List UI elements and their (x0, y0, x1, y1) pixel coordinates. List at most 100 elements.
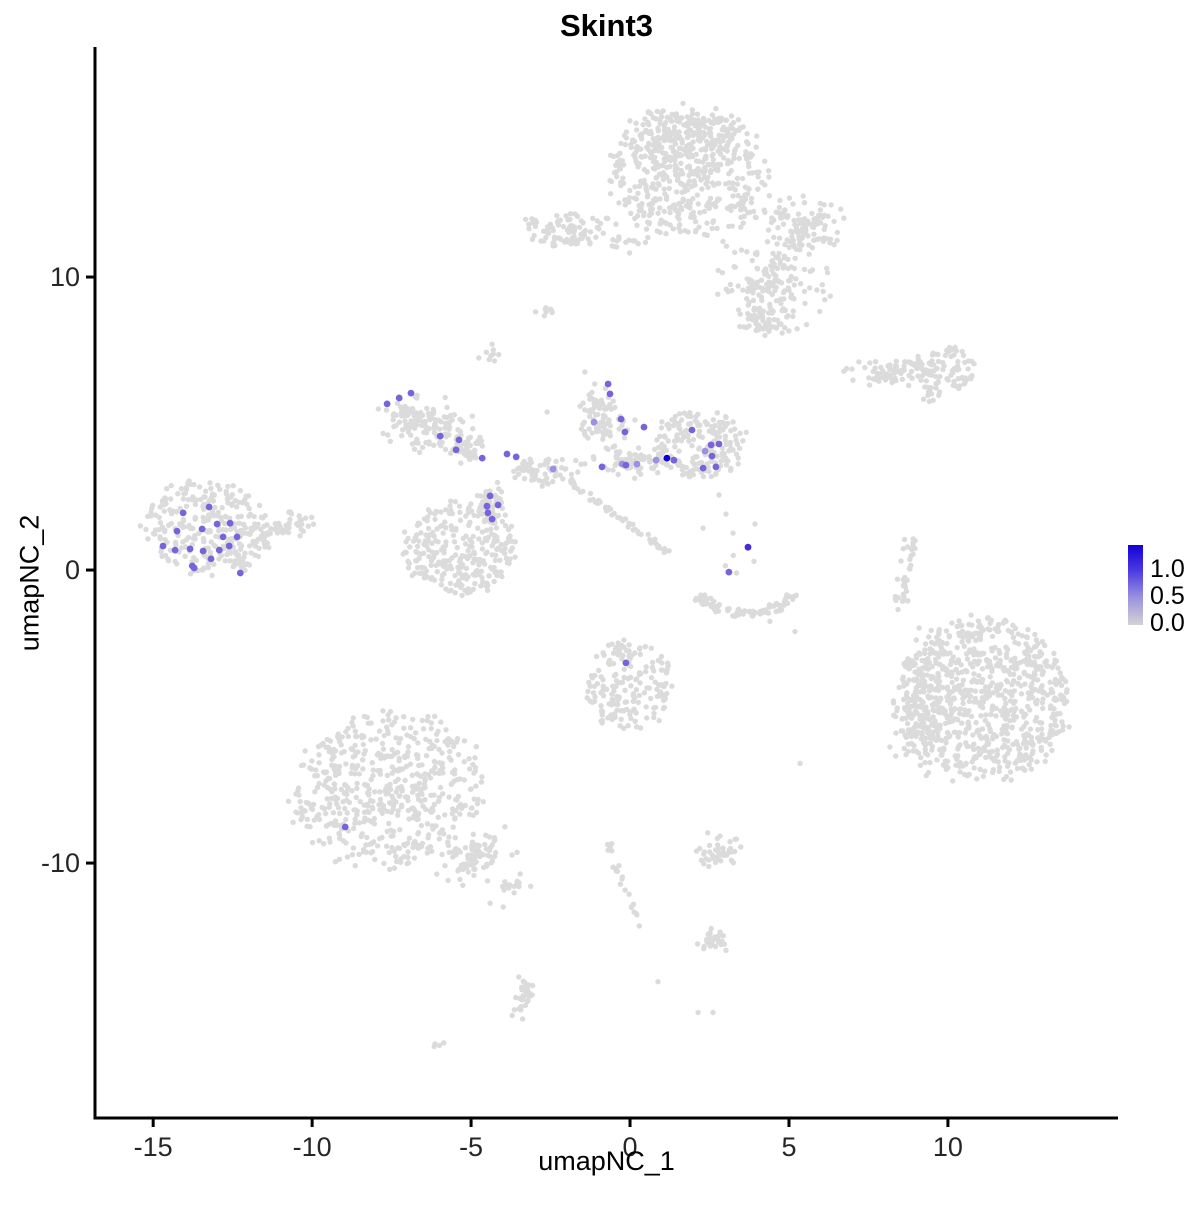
cell-point (373, 736, 379, 742)
cell-point (637, 680, 643, 686)
cell-point (720, 849, 727, 855)
cell-point (935, 358, 942, 365)
cell-point (442, 394, 448, 401)
cell-point (704, 203, 710, 209)
cell-point (616, 649, 622, 655)
expressing-cell-point (483, 502, 491, 510)
cell-point (178, 486, 185, 492)
cell-point (622, 887, 628, 893)
cell-point (820, 288, 826, 295)
cell-point (610, 444, 616, 450)
cell-point (370, 767, 376, 773)
cell-point (986, 693, 992, 699)
cell-point (1054, 711, 1061, 717)
cell-point (493, 525, 500, 531)
cell-point (646, 212, 653, 219)
cell-point (568, 471, 575, 477)
cell-point (342, 782, 348, 788)
cell-point (489, 341, 495, 347)
cell-point (632, 718, 638, 724)
cell-point (610, 398, 616, 404)
cell-point (721, 155, 727, 161)
cell-point (663, 670, 670, 676)
cell-point (799, 217, 805, 223)
cell-point (600, 419, 606, 426)
cell-point (743, 429, 749, 435)
cell-point (168, 511, 175, 517)
cell-point (751, 307, 757, 313)
cell-point (972, 688, 979, 694)
cell-point (316, 838, 322, 844)
cell-point (711, 182, 717, 188)
cell-point (633, 454, 640, 461)
cell-point (383, 791, 389, 797)
expressing-cell-point (383, 400, 391, 408)
cell-point (416, 449, 423, 455)
cell-point (640, 212, 647, 219)
cell-point (626, 450, 633, 457)
cell-point (789, 233, 795, 240)
cell-point (405, 744, 412, 750)
cell-point (500, 904, 506, 910)
cell-point (601, 652, 607, 658)
cell-point (397, 827, 403, 833)
cell-point (394, 400, 401, 407)
cell-point (482, 494, 488, 500)
cell-point (356, 771, 362, 777)
cell-point (541, 313, 547, 319)
cell-point (923, 378, 929, 384)
cell-point (949, 679, 955, 686)
cell-point (778, 607, 785, 613)
cell-point (606, 701, 612, 707)
cell-point (587, 229, 594, 235)
cell-point (689, 107, 696, 113)
cell-point (978, 735, 984, 741)
cell-point (717, 146, 724, 152)
cell-point (956, 630, 962, 636)
cell-point (690, 472, 696, 478)
cell-point (715, 197, 721, 203)
cell-point (696, 133, 702, 140)
cell-point (420, 550, 427, 556)
cell-point (719, 445, 726, 452)
cell-point (336, 856, 343, 862)
cell-point (700, 473, 707, 480)
cell-point (806, 285, 813, 291)
cell-point (363, 849, 370, 855)
cell-point (429, 411, 435, 417)
cell-point (589, 389, 595, 396)
cell-point (492, 492, 498, 498)
cell-point (677, 228, 683, 235)
cell-point (388, 833, 394, 839)
cell-point (817, 308, 823, 315)
cell-point (661, 208, 667, 215)
cell-point (819, 282, 825, 288)
cell-point (587, 413, 593, 420)
cell-point (672, 136, 678, 142)
cell-point (996, 621, 1002, 628)
y-tick-label: 0 (65, 555, 80, 585)
cell-point (793, 226, 800, 232)
cell-point (940, 359, 946, 366)
cell-point (401, 529, 408, 535)
cell-point (999, 744, 1006, 751)
expressing-cell-point (688, 426, 696, 434)
cell-point (1003, 707, 1009, 713)
cell-point (887, 744, 893, 750)
cell-point (610, 683, 616, 689)
cell-point (452, 552, 459, 558)
cell-point (172, 539, 179, 545)
cell-point (984, 658, 990, 664)
cell-point (704, 179, 710, 185)
cell-point (690, 467, 696, 473)
cell-point (945, 377, 951, 383)
cell-point (473, 744, 479, 750)
cell-point (660, 705, 667, 712)
cell-point (713, 604, 719, 610)
cell-point (512, 474, 518, 481)
cell-point (754, 266, 761, 272)
cell-point (941, 648, 947, 654)
cell-point (687, 147, 693, 153)
expressing-cell-point (725, 568, 733, 576)
cell-point (691, 179, 697, 185)
